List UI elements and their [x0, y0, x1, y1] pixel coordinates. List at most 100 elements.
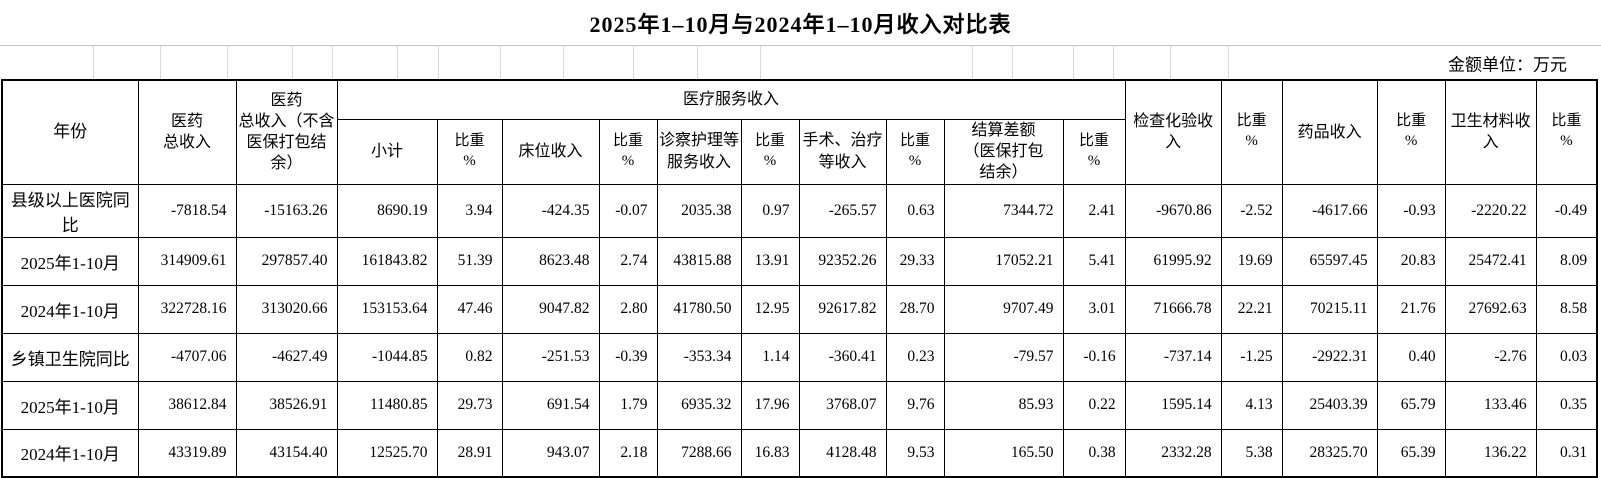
value-cell: 25472.41	[1444, 236, 1537, 286]
value-cell: 0.22	[1062, 380, 1126, 430]
row-label: 县级以上医院同比	[1, 183, 139, 238]
value-cell: -7818.54	[137, 183, 237, 238]
value-cell: 2035.38	[656, 183, 742, 238]
value-cell: 13.91	[740, 236, 800, 286]
value-cell: 0.23	[885, 332, 945, 382]
value-cell: 0.38	[1062, 428, 1126, 478]
value-cell: 3.94	[436, 183, 503, 238]
value-cell: 4128.48	[798, 428, 887, 478]
value-cell: 0.97	[740, 183, 800, 238]
value-cell: -2.76	[1444, 332, 1537, 382]
value-cell: 20.83	[1376, 236, 1446, 286]
value-cell: 22.21	[1220, 284, 1283, 334]
value-cell: 322728.16	[137, 284, 237, 334]
spreadsheet-gridline	[438, 46, 439, 79]
value-cell: -0.07	[598, 183, 658, 238]
value-cell: 17052.21	[943, 236, 1064, 286]
value-cell: 70215.11	[1281, 284, 1378, 334]
table-row: 2025年1-10月 38612.84 38526.91 11480.85 29.73 6…	[1, 380, 1598, 430]
spreadsheet-gridline	[332, 46, 333, 79]
value-cell: 1.79	[598, 380, 658, 430]
spreadsheet-gridline	[227, 46, 228, 79]
value-cell: 313020.66	[235, 284, 338, 334]
value-cell: 11480.85	[336, 380, 438, 430]
value-cell: -1.25	[1220, 332, 1283, 382]
value-cell: 153153.64	[336, 284, 438, 334]
value-cell: -0.39	[598, 332, 658, 382]
col-header-total-revenue-excl: 医药 总收入（不含 医保打包结 余）	[235, 79, 338, 185]
spreadsheet-gridline	[160, 46, 161, 79]
col-header-proportion: 比重 %	[740, 118, 800, 185]
value-cell: 3768.07	[798, 380, 887, 430]
value-cell: -4617.66	[1281, 183, 1378, 238]
value-cell: 8.09	[1535, 236, 1598, 286]
row-label: 乡镇卫生院同比	[1, 332, 139, 382]
header-row-sub: 小计 比重 % 床位收入 比重 % 诊察护理等 服务收入 比重 % 手术、治疗 …	[2, 118, 1597, 185]
table-body: 县级以上医院同比 -7818.54 -15163.26 8690.19 3.94 -424…	[1, 183, 1598, 478]
col-header-proportion: 比重 %	[1376, 79, 1446, 185]
value-cell: 1.14	[740, 332, 800, 382]
spreadsheet-gridline	[1012, 46, 1013, 79]
value-cell: 43154.40	[235, 428, 338, 478]
row-label: 2025年1-10月	[1, 236, 139, 286]
value-cell: 9047.82	[501, 284, 600, 334]
spreadsheet-gridline	[633, 46, 634, 79]
value-cell: -0.49	[1535, 183, 1598, 238]
unit-strip: 金额单位：万元	[0, 46, 1601, 79]
spreadsheet-gridline	[1170, 46, 1171, 79]
col-header-total-revenue: 医药 总收入	[137, 79, 237, 185]
value-cell: 165.50	[943, 428, 1064, 478]
value-cell: 51.39	[436, 236, 503, 286]
value-cell: -1044.85	[336, 332, 438, 382]
value-cell: 0.63	[885, 183, 945, 238]
value-cell: 8623.48	[501, 236, 600, 286]
value-cell: 28.91	[436, 428, 503, 478]
spreadsheet-gridline	[93, 46, 94, 79]
col-header-proportion: 比重 %	[1062, 118, 1126, 185]
value-cell: -737.14	[1124, 332, 1222, 382]
spreadsheet-gridline	[760, 46, 761, 79]
value-cell: 0.03	[1535, 332, 1598, 382]
value-cell: 38526.91	[235, 380, 338, 430]
table-row: 2025年1-10月 314909.61 297857.40 161843.82 51.…	[1, 236, 1598, 286]
value-cell: 12.95	[740, 284, 800, 334]
value-cell: 0.35	[1535, 380, 1598, 430]
value-cell: 9.76	[885, 380, 945, 430]
value-cell: 92352.26	[798, 236, 887, 286]
col-header-subtotal: 小计	[336, 118, 438, 185]
value-cell: -251.53	[501, 332, 600, 382]
value-cell: 92617.82	[798, 284, 887, 334]
col-header-material-income: 卫生材料收 入	[1444, 79, 1537, 185]
value-cell: 29.73	[436, 380, 503, 430]
value-cell: -2220.22	[1444, 183, 1537, 238]
col-header-surgery-income: 手术、治疗 等收入	[798, 118, 887, 185]
value-cell: 0.40	[1376, 332, 1446, 382]
table-header: 年份 医药 总收入 医药 总收入（不含 医保打包结 余） 医疗服务收入 检查化验…	[1, 79, 1598, 185]
value-cell: -0.93	[1376, 183, 1446, 238]
value-cell: 5.41	[1062, 236, 1126, 286]
row-label: 2025年1-10月	[1, 380, 139, 430]
row-label: 2024年1-10月	[1, 428, 139, 478]
table-row: 2024年1-10月 43319.89 43154.40 12525.70 28.91 9…	[1, 428, 1598, 478]
col-header-proportion: 比重 %	[1535, 79, 1598, 185]
value-cell: 29.33	[885, 236, 945, 286]
value-cell: 7344.72	[943, 183, 1064, 238]
value-cell: 17.96	[740, 380, 800, 430]
value-cell: 61995.92	[1124, 236, 1222, 286]
spreadsheet-gridline	[500, 46, 501, 79]
value-cell: 8.58	[1535, 284, 1598, 334]
value-cell: -4707.06	[137, 332, 237, 382]
spreadsheet-gridline	[563, 46, 564, 79]
value-cell: 28.70	[885, 284, 945, 334]
spreadsheet-gridline	[292, 46, 293, 79]
value-cell: 6935.32	[656, 380, 742, 430]
value-cell: 47.46	[436, 284, 503, 334]
value-cell: 3.01	[1062, 284, 1126, 334]
value-cell: 2.80	[598, 284, 658, 334]
col-group-medical-service-income: 医疗服务收入	[336, 79, 1126, 120]
value-cell: -424.35	[501, 183, 600, 238]
value-cell: 25403.39	[1281, 380, 1378, 430]
value-cell: 43815.88	[656, 236, 742, 286]
col-header-inspection-income: 检查化验收 入	[1124, 79, 1222, 185]
value-cell: -353.34	[656, 332, 742, 382]
